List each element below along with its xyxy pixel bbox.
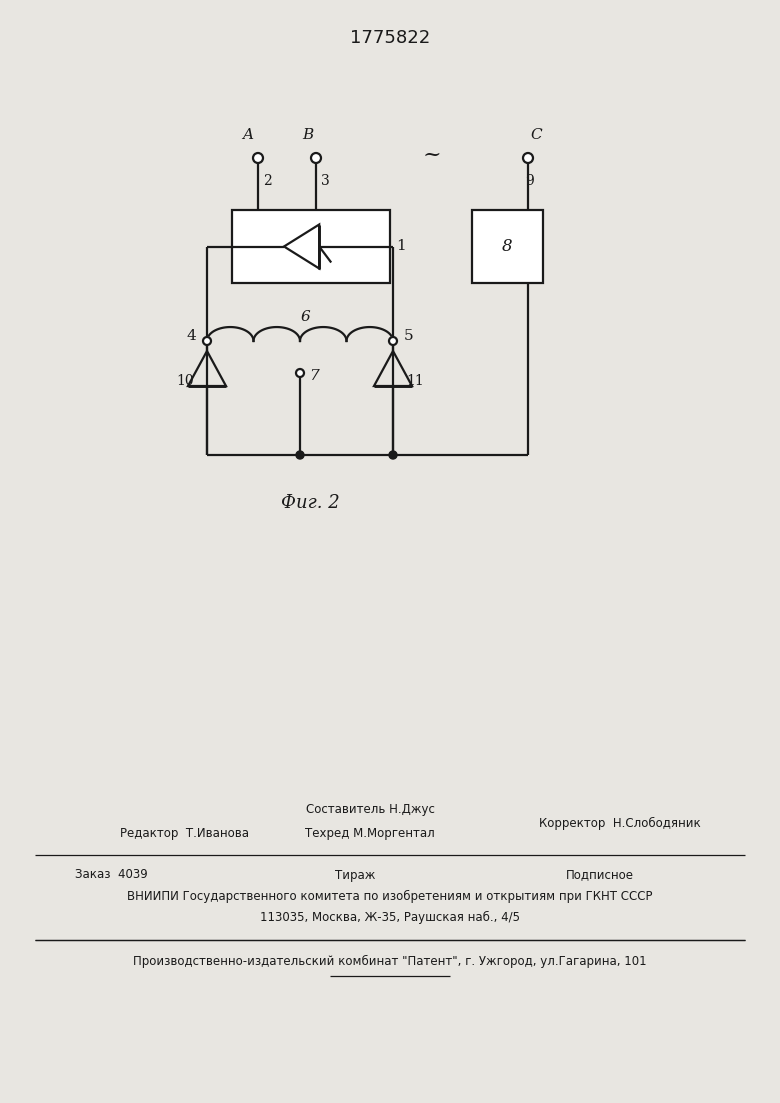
Circle shape (523, 153, 533, 163)
Text: Подписное: Подписное (566, 868, 634, 881)
Text: ~: ~ (423, 144, 441, 165)
Bar (472, 210, 543, 283)
Text: Техред М.Моргентал: Техред М.Моргентал (305, 826, 435, 839)
Text: Производственно-издательский комбинат "Патент", г. Ужгород, ул.Гагарина, 101: Производственно-издательский комбинат "П… (133, 954, 647, 967)
Text: ВНИИПИ Государственного комитета по изобретениям и открытиям при ГКНТ СССР: ВНИИПИ Государственного комитета по изоб… (127, 889, 653, 902)
Text: B: B (303, 128, 314, 142)
Text: 3: 3 (321, 174, 329, 188)
Text: 1775822: 1775822 (350, 29, 430, 47)
Text: 4: 4 (186, 329, 196, 343)
Text: 113035, Москва, Ж-35, Раушская наб., 4/5: 113035, Москва, Ж-35, Раушская наб., 4/5 (260, 910, 520, 923)
Text: 9: 9 (526, 174, 534, 188)
Text: Заказ  4039: Заказ 4039 (75, 868, 147, 881)
Text: Фиг. 2: Фиг. 2 (281, 494, 339, 512)
Bar (232, 210, 390, 283)
Circle shape (389, 338, 397, 345)
Text: Редактор  Т.Иванова: Редактор Т.Иванова (120, 826, 249, 839)
Text: 5: 5 (404, 329, 414, 343)
Circle shape (253, 153, 263, 163)
Text: Составитель Н.Джус: Составитель Н.Джус (306, 803, 434, 815)
Text: 10: 10 (176, 374, 193, 388)
Text: 7: 7 (309, 370, 319, 383)
Text: 11: 11 (406, 374, 424, 388)
Circle shape (296, 451, 304, 459)
Circle shape (296, 370, 304, 377)
Text: 8: 8 (502, 238, 512, 255)
Circle shape (203, 338, 211, 345)
Circle shape (311, 153, 321, 163)
Text: Корректор  Н.Слободяник: Корректор Н.Слободяник (539, 816, 701, 829)
Circle shape (389, 451, 397, 459)
Text: 1: 1 (396, 239, 406, 254)
Text: Тираж: Тираж (335, 868, 375, 881)
Text: 2: 2 (263, 174, 271, 188)
Text: A: A (243, 128, 254, 142)
Text: 6: 6 (300, 310, 310, 324)
Text: C: C (530, 128, 542, 142)
